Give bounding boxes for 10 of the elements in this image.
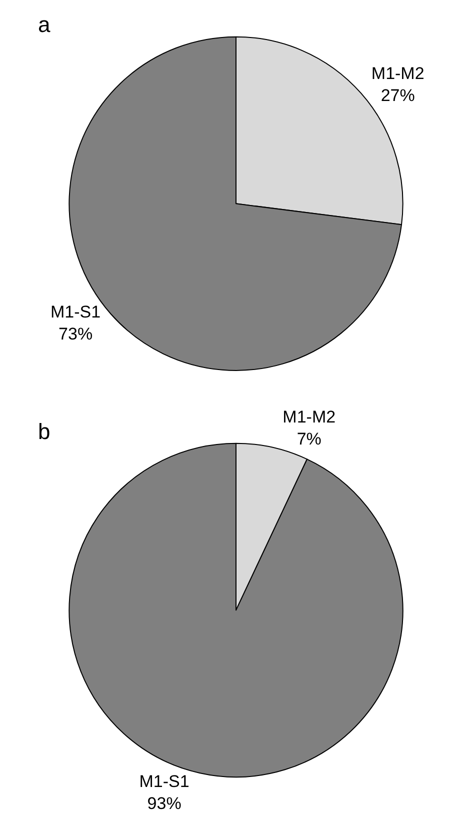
data-label: 27% [380,86,415,105]
data-label: 7% [296,429,322,448]
data-label: 73% [58,324,93,344]
chart-title: a [38,12,51,37]
slice-label: M1-M2 [371,64,424,83]
data-label: 93% [147,794,182,814]
chart-title: b [38,419,50,444]
slice-label: M1-S1 [50,302,101,322]
slice-label: M1-M2 [282,407,336,426]
slice-label: M1-S1 [139,772,190,792]
